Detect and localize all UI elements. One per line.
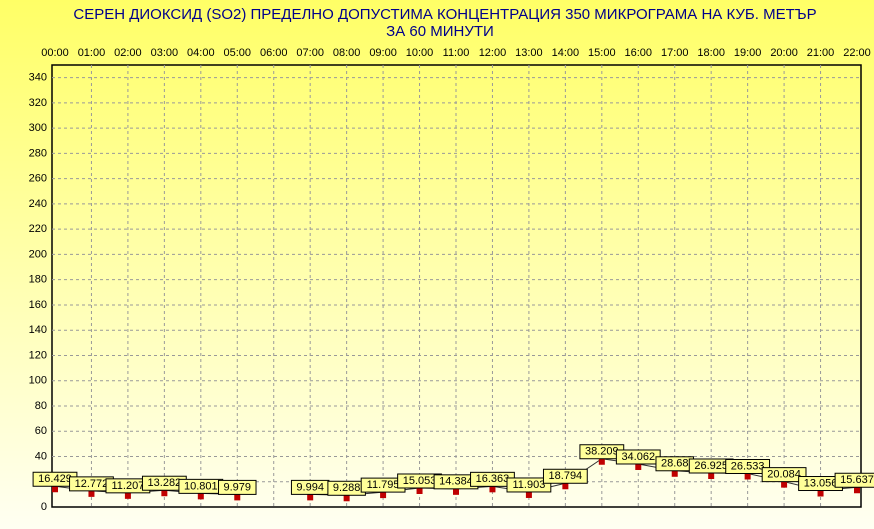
x-tick-label: 01:00	[78, 47, 106, 59]
data-label: 10.801	[184, 480, 218, 492]
y-tick-label: 60	[35, 425, 47, 437]
x-tick-label: 04:00	[187, 47, 215, 59]
marker	[197, 493, 204, 500]
marker	[817, 490, 824, 497]
marker	[598, 458, 605, 465]
x-tick-label: 12:00	[479, 47, 507, 59]
x-tick-label: 08:00	[333, 47, 361, 59]
y-tick-label: 340	[29, 72, 47, 84]
data-label: 18.794	[549, 470, 583, 482]
data-label: 9.994	[296, 481, 324, 493]
y-tick-label: 160	[29, 299, 47, 311]
marker	[307, 494, 314, 501]
data-label: 11.795	[367, 479, 400, 491]
data-label: 15.637	[840, 474, 874, 486]
marker	[161, 490, 168, 497]
y-tick-label: 140	[29, 324, 47, 336]
marker	[380, 492, 387, 499]
marker	[343, 495, 350, 502]
chart-title: СЕРЕН ДИОКСИД (SO2) ПРЕДЕЛНО ДОПУСТИМА К…	[73, 6, 816, 23]
marker	[124, 492, 131, 499]
y-tick-label: 40	[35, 450, 47, 462]
y-tick-label: 120	[29, 349, 47, 361]
y-tick-label: 200	[29, 248, 47, 260]
data-label-box	[834, 472, 874, 488]
marker	[562, 483, 569, 490]
x-tick-label: 16:00	[625, 47, 653, 59]
y-tick-label: 100	[29, 375, 47, 387]
y-tick-label: 220	[29, 223, 47, 235]
y-tick-label: 280	[29, 147, 47, 159]
x-tick-label: 20:00	[770, 47, 798, 59]
data-label: 11.903	[512, 479, 545, 491]
marker	[489, 486, 496, 493]
x-tick-label: 11:00	[443, 47, 470, 59]
data-label: 9.288	[333, 482, 361, 494]
x-tick-label: 05:00	[224, 47, 252, 59]
y-tick-label: 300	[29, 122, 47, 134]
x-tick-label: 02:00	[114, 47, 142, 59]
marker	[708, 472, 715, 479]
data-label: 16.429	[38, 473, 72, 485]
data-label: 26.533	[731, 460, 765, 472]
data-label-box	[506, 477, 552, 493]
marker	[671, 470, 678, 477]
marker	[635, 463, 642, 470]
marker	[88, 490, 95, 497]
marker	[52, 486, 58, 493]
marker	[744, 473, 751, 480]
data-label-box	[725, 458, 771, 474]
data-label: 13.056	[804, 477, 838, 489]
x-tick-label: 17:00	[661, 47, 689, 59]
chart-subtitle: ЗА 60 МИНУТИ	[386, 23, 494, 40]
y-tick-label: 260	[29, 173, 47, 185]
marker	[525, 491, 532, 498]
data-label: 38.209	[585, 446, 619, 458]
data-label: 26.925	[694, 460, 728, 472]
marker	[854, 487, 860, 494]
x-tick-label: 22:00	[843, 47, 871, 59]
data-label: 14.384	[439, 476, 473, 488]
data-label: 16.363	[476, 473, 510, 485]
y-tick-label: 180	[29, 274, 47, 286]
y-tick-label: 80	[35, 400, 47, 412]
y-tick-label: 240	[29, 198, 47, 210]
x-tick-label: 10:00	[406, 47, 434, 59]
data-label: 15.053	[403, 475, 437, 487]
y-tick-label: 0	[41, 501, 47, 513]
data-label: 11.207	[111, 480, 144, 492]
data-label: 13.282	[148, 477, 182, 489]
x-tick-label: 19:00	[734, 47, 762, 59]
x-tick-label: 03:00	[151, 47, 179, 59]
data-label-box	[761, 467, 807, 483]
x-tick-label: 18:00	[697, 47, 725, 59]
data-label-box	[218, 479, 257, 495]
x-tick-label: 15:00	[588, 47, 616, 59]
x-tick-label: 21:00	[807, 47, 835, 59]
data-label: 34.062	[621, 451, 655, 463]
marker	[453, 488, 459, 495]
data-label: 20.084	[767, 469, 801, 481]
x-tick-label: 00:00	[41, 47, 69, 59]
marker	[416, 487, 423, 494]
marker	[234, 494, 241, 501]
marker	[781, 481, 788, 488]
x-tick-label: 09:00	[369, 47, 397, 59]
data-label: 28.68	[661, 458, 689, 470]
data-label: 12.772	[75, 478, 109, 490]
data-label: 9.979	[224, 481, 252, 493]
x-tick-label: 13:00	[515, 47, 543, 59]
x-tick-label: 06:00	[260, 47, 288, 59]
y-tick-label: 320	[29, 97, 47, 109]
data-label-box	[542, 468, 588, 484]
x-tick-label: 14:00	[552, 47, 580, 59]
x-tick-label: 07:00	[296, 47, 324, 59]
